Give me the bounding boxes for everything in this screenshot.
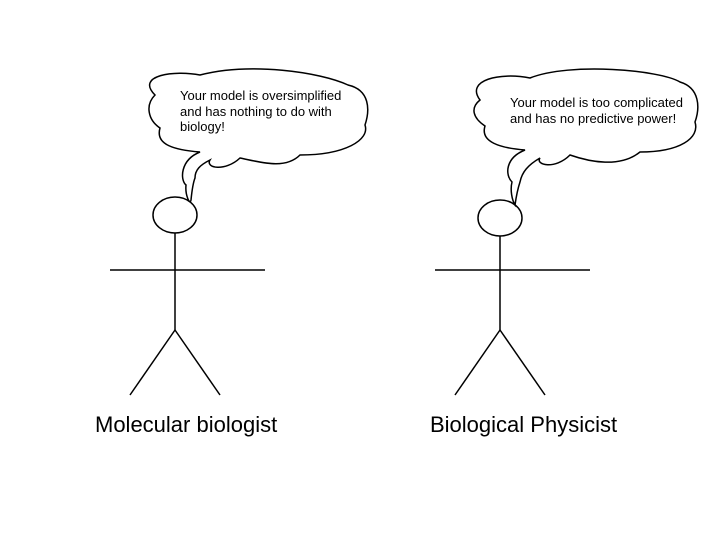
left-leg-l <box>130 330 175 395</box>
left-head <box>153 197 197 233</box>
right-leg-r <box>500 330 545 395</box>
right-bubble <box>474 69 698 205</box>
left-bubble-text: Your model is oversimplified and has not… <box>180 88 345 135</box>
right-label: Biological Physicist <box>430 412 617 438</box>
left-leg-r <box>175 330 220 395</box>
right-bubble-text: Your model is too complicated and has no… <box>510 95 690 126</box>
left-label: Molecular biologist <box>95 412 277 438</box>
right-head <box>478 200 522 236</box>
right-leg-l <box>455 330 500 395</box>
cartoon-canvas <box>0 0 720 540</box>
